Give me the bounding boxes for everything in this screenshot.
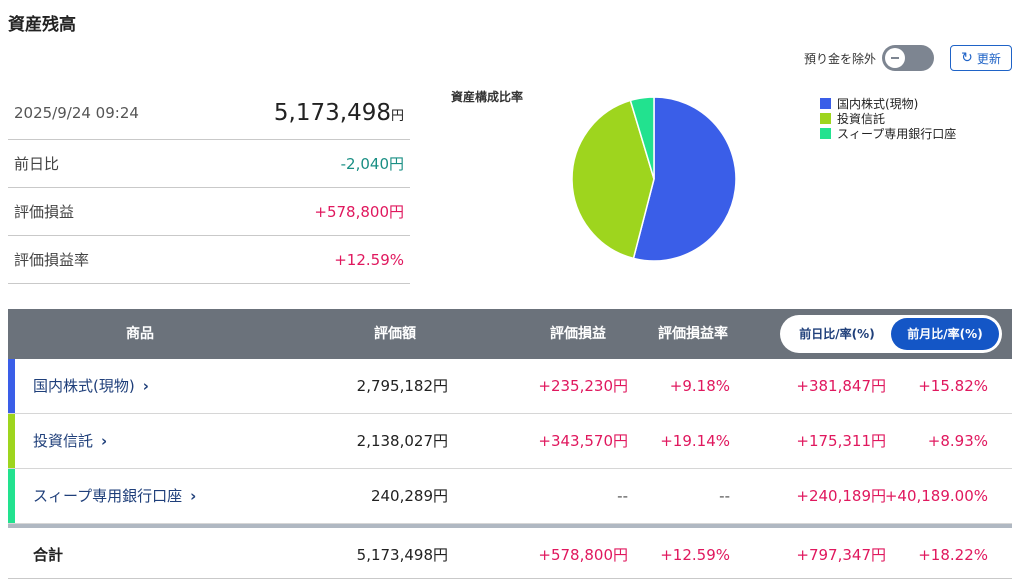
legend-swatch xyxy=(820,128,831,139)
cell-pl: -- xyxy=(617,487,628,505)
refresh-icon: ↻ xyxy=(961,50,973,66)
chevron-right-icon: › xyxy=(142,377,149,395)
legend-item: スィープ専用銀行口座 xyxy=(820,126,956,141)
table-header: 商品 評価額 評価損益 評価損益率 前日比/率(%) 前月比/率(%) xyxy=(8,309,1012,359)
refresh-button[interactable]: ↻ 更新 xyxy=(950,45,1012,71)
page-title: 資産残高 xyxy=(8,15,76,35)
total-row: 合計 5,173,498円 +578,800円 +12.59% +797,347… xyxy=(8,524,1012,579)
header-pl-rate: 評価損益率 xyxy=(658,326,728,342)
change-period-tabs: 前日比/率(%) 前月比/率(%) xyxy=(780,315,1002,353)
cell-change: +797,347円 xyxy=(796,546,886,564)
summary-label: 評価損益率 xyxy=(14,251,90,269)
summary-panel: 2025/9/24 09:24 5,173,498円 前日比 -2,040円 評… xyxy=(8,86,410,284)
row-color-bar xyxy=(8,469,15,523)
table-row: スィープ専用銀行口座 › 240,289円 -- -- +240,189円 +40… xyxy=(8,469,1012,524)
product-name: 投資信託 xyxy=(33,432,94,450)
cell-pl-rate: -- xyxy=(719,487,730,505)
allocation-pie-chart xyxy=(571,96,737,262)
header-product: 商品 xyxy=(126,326,154,342)
summary-value: +12.59% xyxy=(334,250,404,269)
table-row: 国内株式(現物) › 2,795,182円 +235,230円 +9.18% +3… xyxy=(8,359,1012,414)
total-value: 5,173,498 xyxy=(273,99,391,126)
cell-pl-rate: +12.59% xyxy=(660,546,730,564)
table-row: 投資信託 › 2,138,027円 +343,570円 +19.14% +175,… xyxy=(8,414,1012,469)
pie-slice-0 xyxy=(632,96,737,262)
summary-row-pl-rate: 評価損益率 +12.59% xyxy=(8,236,410,284)
total-yen-unit: 円 xyxy=(390,108,404,124)
cell-pl: +343,570円 xyxy=(538,432,628,450)
cell-change-rate: +18.22% xyxy=(918,546,988,564)
toolbar: 預り金を除外 ↻ 更新 xyxy=(804,45,1012,71)
pie-slice-2 xyxy=(629,96,655,180)
refresh-label: 更新 xyxy=(976,51,1001,66)
header-pl: 評価損益 xyxy=(550,326,606,342)
chevron-right-icon: › xyxy=(190,487,197,505)
legend-label: 投資信託 xyxy=(837,112,886,126)
chevron-right-icon: › xyxy=(101,432,108,450)
product-link[interactable]: 投資信託 › xyxy=(33,414,107,469)
product-link[interactable]: スィープ専用銀行口座 › xyxy=(33,469,196,524)
toggle-knob xyxy=(885,48,905,68)
legend-item: 国内株式(現物) xyxy=(820,96,956,111)
summary-value: +578,800円 xyxy=(314,203,404,221)
cell-pl: +235,230円 xyxy=(538,377,628,395)
cell-change: +240,189円 xyxy=(796,487,886,505)
pie-legend: 国内株式(現物) 投資信託 スィープ専用銀行口座 xyxy=(820,96,956,141)
total-label: 合計 xyxy=(33,546,64,564)
cell-valuation: 2,138,027円 xyxy=(356,432,448,450)
exclude-deposit-label: 預り金を除外 xyxy=(803,51,876,66)
cell-pl: +578,800円 xyxy=(538,546,628,564)
pie-chart-title: 資産構成比率 xyxy=(451,90,524,104)
header-valuation: 評価額 xyxy=(374,326,416,342)
legend-swatch xyxy=(820,113,831,124)
cell-valuation: 5,173,498円 xyxy=(356,546,448,564)
summary-label: 前日比 xyxy=(14,155,60,173)
summary-datetime: 2025/9/24 09:24 xyxy=(14,103,139,122)
cell-valuation: 2,795,182円 xyxy=(356,377,448,395)
cell-pl-rate: +9.18% xyxy=(669,377,730,395)
product-name: 国内株式(現物) xyxy=(33,377,135,395)
product-name: スィープ専用銀行口座 xyxy=(33,487,183,505)
cell-change-rate: +15.82% xyxy=(918,377,988,395)
holdings-table: 商品 評価額 評価損益 評価損益率 前日比/率(%) 前月比/率(%) 国内株式… xyxy=(8,309,1012,579)
product-link[interactable]: 国内株式(現物) › xyxy=(33,359,149,414)
cell-change-rate: +40,189.00% xyxy=(884,487,988,505)
cell-pl-rate: +19.14% xyxy=(660,432,730,450)
summary-total-row: 2025/9/24 09:24 5,173,498円 xyxy=(8,86,410,140)
row-color-bar xyxy=(8,359,15,413)
summary-value: -2,040円 xyxy=(340,155,404,173)
cell-change: +175,311円 xyxy=(796,432,886,450)
tab-day-change[interactable]: 前日比/率(%) xyxy=(799,327,875,341)
summary-label: 評価損益 xyxy=(14,203,75,221)
legend-label: スィープ専用銀行口座 xyxy=(837,127,957,141)
legend-swatch xyxy=(820,98,831,109)
legend-label: 国内株式(現物) xyxy=(837,97,919,111)
legend-item: 投資信託 xyxy=(820,111,956,126)
pie-slice-1 xyxy=(571,99,655,260)
summary-total: 5,173,498円 xyxy=(274,100,404,126)
cell-change-rate: +8.93% xyxy=(927,432,988,450)
summary-row-day-change: 前日比 -2,040円 xyxy=(8,140,410,188)
row-color-bar xyxy=(8,414,15,468)
exclude-deposit-toggle[interactable] xyxy=(882,45,934,71)
cell-valuation: 240,289円 xyxy=(370,487,448,505)
tab-month-change[interactable]: 前月比/率(%) xyxy=(891,318,999,350)
summary-row-pl: 評価損益 +578,800円 xyxy=(8,188,410,236)
cell-change: +381,847円 xyxy=(796,377,886,395)
